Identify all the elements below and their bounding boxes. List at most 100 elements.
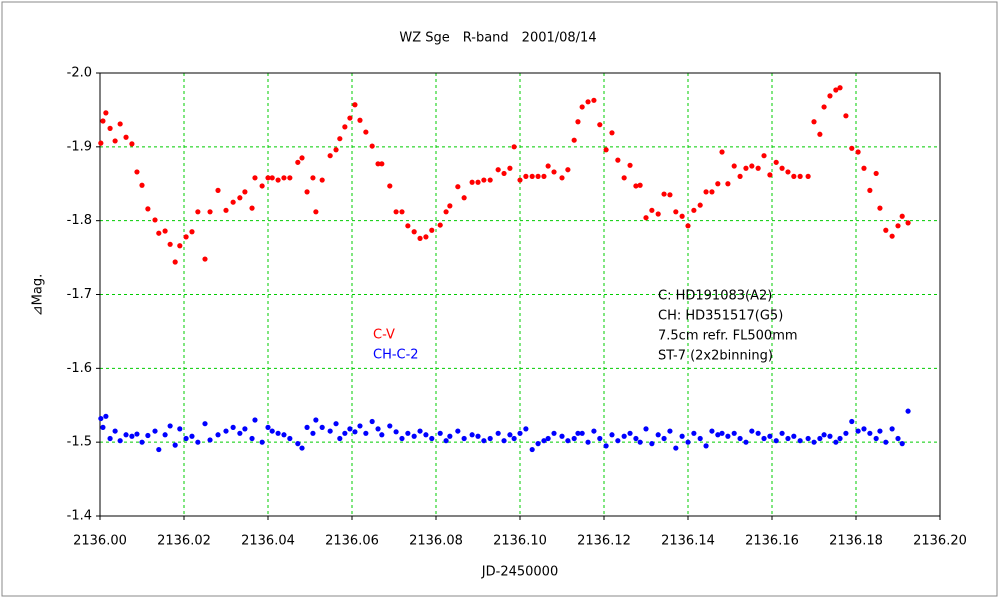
point bbox=[495, 167, 501, 173]
point bbox=[791, 433, 797, 439]
point bbox=[575, 430, 581, 436]
point bbox=[691, 207, 697, 213]
point bbox=[679, 213, 685, 219]
point bbox=[100, 424, 106, 430]
point bbox=[183, 234, 189, 240]
point bbox=[123, 134, 129, 140]
point bbox=[667, 428, 673, 434]
point bbox=[511, 435, 517, 442]
point bbox=[805, 173, 811, 179]
point bbox=[129, 433, 135, 439]
point bbox=[673, 209, 679, 215]
point bbox=[242, 189, 248, 195]
point bbox=[877, 205, 883, 211]
point bbox=[597, 122, 603, 128]
point bbox=[281, 175, 287, 181]
point bbox=[107, 435, 113, 442]
point bbox=[633, 183, 639, 189]
point bbox=[481, 438, 487, 444]
point bbox=[112, 138, 118, 144]
point bbox=[737, 435, 743, 442]
point bbox=[889, 426, 895, 432]
point bbox=[429, 227, 435, 233]
point bbox=[837, 85, 843, 91]
point bbox=[156, 446, 162, 453]
point bbox=[655, 211, 661, 217]
point bbox=[399, 209, 405, 215]
point bbox=[883, 439, 889, 445]
point bbox=[481, 177, 487, 183]
point bbox=[843, 113, 849, 119]
point bbox=[667, 192, 673, 198]
point bbox=[685, 223, 691, 229]
point bbox=[237, 430, 243, 436]
point bbox=[709, 428, 715, 434]
point bbox=[139, 182, 145, 188]
legend-label: C-V bbox=[373, 328, 395, 343]
point bbox=[575, 119, 581, 125]
point bbox=[487, 177, 493, 183]
point bbox=[393, 209, 399, 215]
point bbox=[162, 228, 168, 234]
point bbox=[249, 205, 255, 211]
point bbox=[379, 161, 385, 167]
point bbox=[269, 175, 275, 181]
point bbox=[703, 189, 709, 195]
point bbox=[172, 442, 178, 448]
point bbox=[177, 426, 183, 432]
point bbox=[861, 426, 867, 432]
annotation: C: HD191083(A2) bbox=[658, 289, 772, 304]
point bbox=[313, 209, 319, 215]
point bbox=[363, 129, 369, 135]
point bbox=[697, 202, 703, 208]
plot-border bbox=[99, 72, 941, 517]
point bbox=[559, 433, 565, 439]
point bbox=[827, 433, 833, 439]
point bbox=[621, 433, 627, 439]
point bbox=[761, 153, 767, 159]
point bbox=[387, 423, 393, 429]
point bbox=[541, 173, 547, 179]
point bbox=[661, 435, 667, 442]
point bbox=[627, 430, 633, 436]
point bbox=[523, 426, 529, 432]
x-tick-label: 2136.06 bbox=[325, 534, 379, 549]
point bbox=[327, 428, 333, 434]
point bbox=[571, 137, 577, 143]
point bbox=[393, 429, 399, 435]
point bbox=[223, 428, 229, 434]
point bbox=[691, 430, 697, 436]
point bbox=[873, 435, 879, 442]
point bbox=[487, 435, 493, 442]
point bbox=[411, 433, 417, 439]
point bbox=[719, 149, 725, 155]
point bbox=[357, 423, 363, 429]
point bbox=[215, 432, 221, 438]
point bbox=[743, 439, 749, 445]
point bbox=[299, 155, 305, 161]
point bbox=[767, 433, 773, 439]
point bbox=[551, 430, 557, 436]
point bbox=[369, 418, 375, 425]
point bbox=[429, 435, 435, 442]
point bbox=[731, 163, 737, 169]
point bbox=[655, 432, 661, 438]
point bbox=[855, 149, 861, 155]
point bbox=[507, 165, 513, 171]
point bbox=[837, 435, 843, 442]
point bbox=[461, 195, 467, 201]
point bbox=[333, 147, 339, 153]
point bbox=[821, 104, 827, 110]
point bbox=[627, 162, 633, 168]
point bbox=[134, 431, 140, 437]
point bbox=[347, 115, 353, 121]
point bbox=[417, 235, 423, 241]
x-tick-label: 2136.16 bbox=[745, 534, 799, 549]
point bbox=[455, 428, 461, 434]
x-axis-label: JD-2450000 bbox=[481, 565, 558, 580]
x-tick-label: 2136.04 bbox=[241, 534, 295, 549]
point bbox=[603, 147, 609, 153]
point bbox=[134, 169, 140, 175]
point bbox=[843, 430, 849, 436]
point bbox=[615, 438, 621, 444]
